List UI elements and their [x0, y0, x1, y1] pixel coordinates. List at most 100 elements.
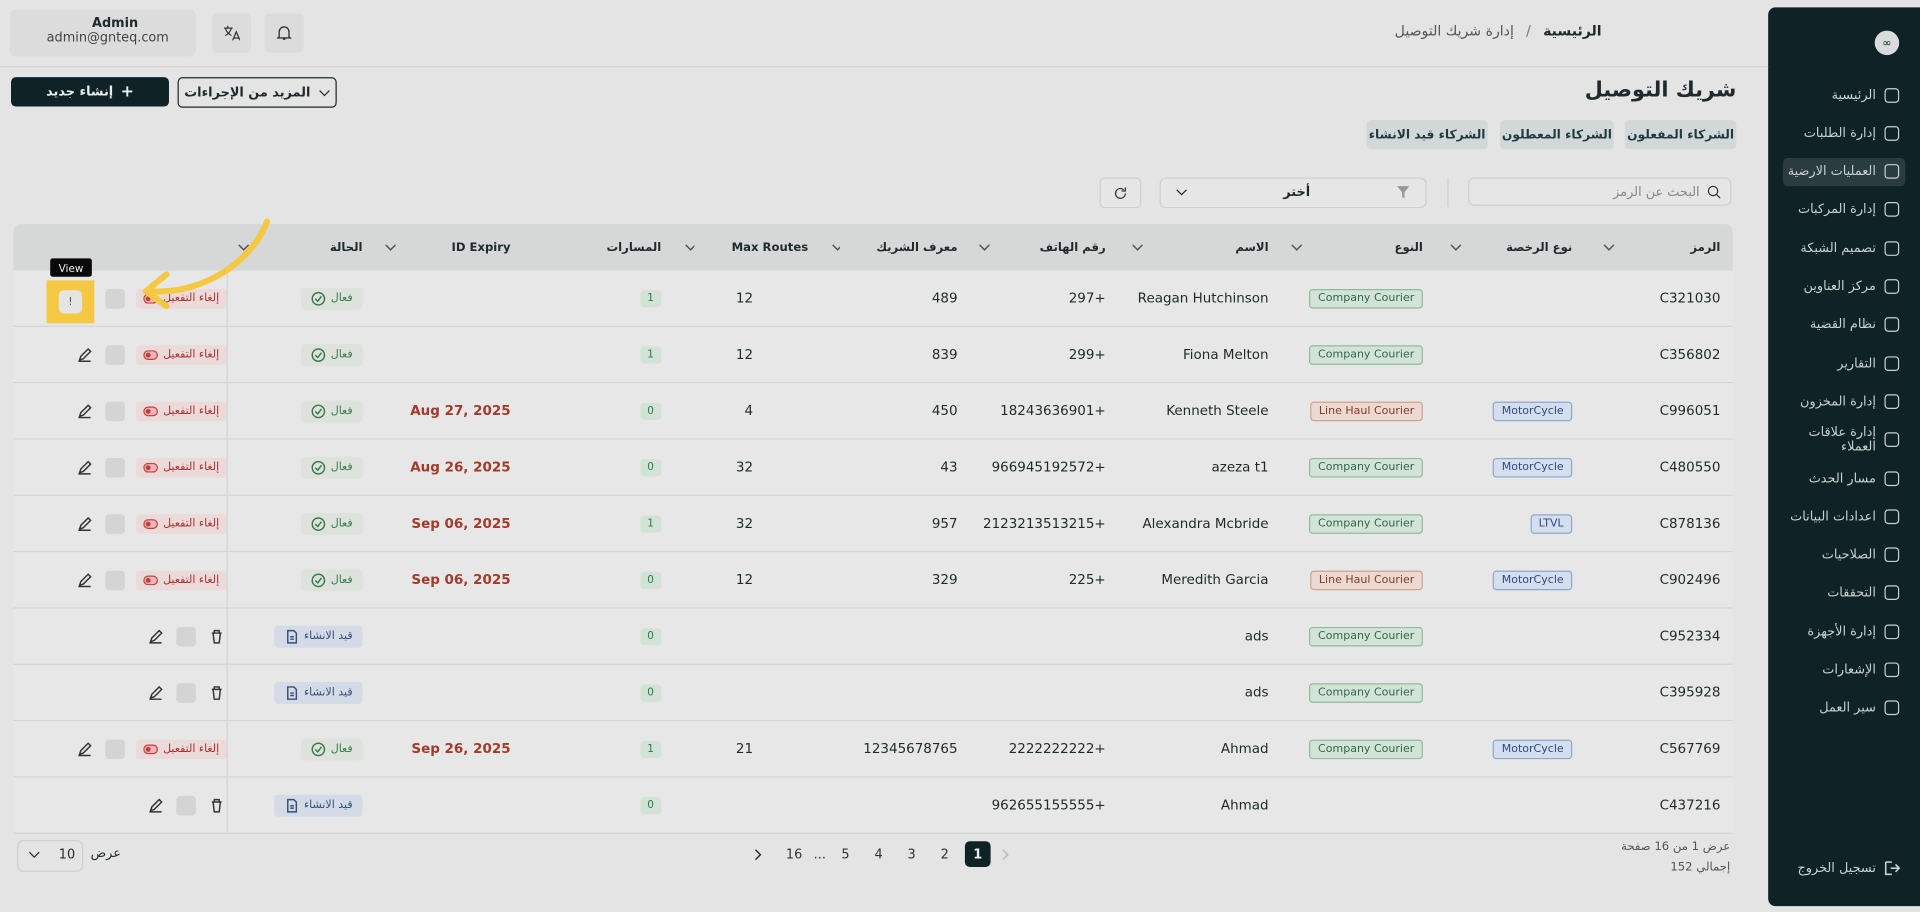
routes-badge: 0	[639, 402, 662, 420]
icon-path	[1603, 244, 1615, 251]
deactivate-button[interactable]: إلغاء التفعيل	[136, 401, 227, 421]
nav-item[interactable]: مركز العناوين	[1783, 272, 1905, 300]
edit-button[interactable]	[75, 457, 95, 477]
nav-item[interactable]: التحققات	[1783, 579, 1905, 607]
deactivate-button[interactable]: إلغاء التفعيل	[136, 513, 227, 534]
deactivate-button[interactable]: إلغاء التفعيل	[136, 344, 227, 365]
page-button[interactable]: 4	[874, 846, 883, 862]
cell-text: C356802	[1659, 346, 1721, 363]
toggle-knob	[145, 352, 151, 357]
nav-item[interactable]: سير العمل	[1783, 694, 1905, 722]
edit-button[interactable]	[146, 626, 166, 646]
delete-button[interactable]	[207, 683, 227, 703]
nav-item[interactable]: العمليات الارضية	[1782, 157, 1906, 186]
cell-name: azeza t1	[1120, 440, 1279, 495]
cell-expiry: Sep 26, 2025	[373, 721, 526, 776]
cell-text: C567769	[1659, 740, 1721, 757]
tab[interactable]: الشركاء المعطلون	[1500, 120, 1614, 150]
icon-path	[754, 848, 761, 860]
nav-icon-shape	[1884, 624, 1900, 639]
view-button-highlighted[interactable]	[58, 290, 83, 314]
cell-text: 329	[931, 571, 958, 588]
edit-button[interactable]	[75, 570, 95, 590]
nav-icon-shape	[1884, 394, 1900, 409]
nav-icon-shape	[1884, 509, 1900, 524]
view-button[interactable]	[105, 344, 126, 365]
tab[interactable]: الشركاء المفعلون	[1624, 120, 1737, 150]
status-label: قيد الانشاء	[303, 686, 353, 699]
view-button[interactable]	[105, 401, 126, 421]
next-page[interactable]	[744, 841, 770, 867]
page-button[interactable]: 16	[785, 846, 803, 862]
edit-button[interactable]	[75, 514, 95, 534]
view-button[interactable]	[176, 682, 196, 703]
per-page-label: عرض	[90, 846, 121, 861]
nav-item[interactable]: الإشعارات	[1783, 656, 1905, 684]
cell-phone: +966945192572	[967, 440, 1120, 495]
edit-button[interactable]	[146, 683, 166, 703]
page-button[interactable]: ...	[813, 846, 826, 862]
tab[interactable]: الشركاء قيد الانشاء	[1366, 120, 1488, 150]
view-button[interactable]	[105, 738, 126, 759]
view-button[interactable]	[176, 626, 196, 646]
nav-item[interactable]: مسار الحدث	[1783, 464, 1905, 492]
filter-select[interactable]: أختر	[1159, 177, 1427, 209]
type-badge: Line Haul Courier	[1310, 570, 1423, 590]
cell-text: Reagan Hutchinson	[1137, 290, 1269, 307]
refresh-button[interactable]	[1099, 177, 1142, 209]
notifications-button[interactable]	[264, 13, 304, 53]
deactivate-button[interactable]: إلغاء التفعيل	[136, 738, 227, 759]
delete-button[interactable]	[207, 795, 227, 815]
cell-text: azeza t1	[1211, 459, 1269, 476]
breadcrumb-home[interactable]: الرئيسية	[1543, 22, 1602, 40]
nav-item[interactable]: اعدادات البيانات	[1783, 502, 1905, 530]
page-button[interactable]: 1	[964, 841, 991, 867]
create-button[interactable]: إنشاء جديد +	[11, 77, 169, 107]
view-button[interactable]	[176, 795, 196, 815]
nav-item[interactable]: الصلاحيات	[1783, 541, 1905, 569]
per-page-select[interactable]: 10	[17, 840, 84, 872]
sort-icon	[1603, 244, 1615, 251]
user-box[interactable]: Admin admin@gnteq.com	[9, 9, 196, 57]
license-badge: MotorCycle	[1493, 401, 1573, 421]
view-button[interactable]	[105, 513, 126, 534]
icon-path	[149, 628, 163, 643]
nav-item[interactable]: نظام القضية	[1783, 311, 1905, 339]
edit-icon	[78, 741, 92, 756]
edit-button[interactable]	[146, 795, 166, 815]
more-actions-button[interactable]: المزيد من الإجراءات	[177, 77, 337, 108]
edit-button[interactable]	[75, 401, 95, 421]
edit-button[interactable]	[75, 739, 95, 759]
nav-item[interactable]: الرئيسية	[1783, 81, 1905, 109]
deactivate-button[interactable]: إلغاء التفعيل	[136, 457, 227, 477]
search-box[interactable]: البحث عن الرمز	[1468, 177, 1732, 206]
cell-expiry: Aug 26, 2025	[373, 440, 526, 495]
nav-item[interactable]: تصميم الشبكة	[1783, 234, 1905, 262]
nav-item[interactable]: إدارة المركبات	[1783, 196, 1905, 224]
icon-path	[78, 403, 92, 418]
logout[interactable]: تسجيل الخروج	[1783, 853, 1905, 881]
page-button[interactable]: 2	[940, 846, 949, 862]
edit-button[interactable]	[75, 345, 95, 365]
license-badge: MotorCycle	[1493, 457, 1573, 477]
delete-button[interactable]	[207, 626, 227, 646]
nav-item[interactable]: إدارة المخزون	[1783, 387, 1905, 415]
toggle-knob	[145, 521, 151, 526]
page-button[interactable]: 5	[841, 846, 850, 862]
nav-item[interactable]: إدارة الطلبات	[1783, 119, 1905, 147]
view-button[interactable]	[105, 288, 126, 308]
tooltip-text: View	[59, 263, 84, 275]
language-button[interactable]	[211, 13, 252, 53]
prev-page[interactable]	[992, 841, 1018, 867]
nav-item[interactable]: إدارة علاقات العملاء	[1783, 425, 1905, 455]
table-row: C321030 Company Courier Reagan Hutchinson +…	[13, 270, 1733, 327]
view-button[interactable]	[105, 570, 126, 590]
deactivate-button[interactable]: إلغاء التفعيل	[136, 570, 227, 590]
edit-icon	[78, 403, 92, 418]
page-button[interactable]: 3	[907, 846, 916, 862]
view-button[interactable]	[105, 457, 126, 477]
routes-badge: 1	[639, 514, 662, 533]
nav-item[interactable]: التقارير	[1783, 349, 1905, 377]
sidebar: ∞ تسجيل الخروج الرئيسية إدارة الطلبات العم…	[1768, 7, 1920, 907]
nav-item[interactable]: إدارة الأجهزة	[1783, 617, 1905, 645]
